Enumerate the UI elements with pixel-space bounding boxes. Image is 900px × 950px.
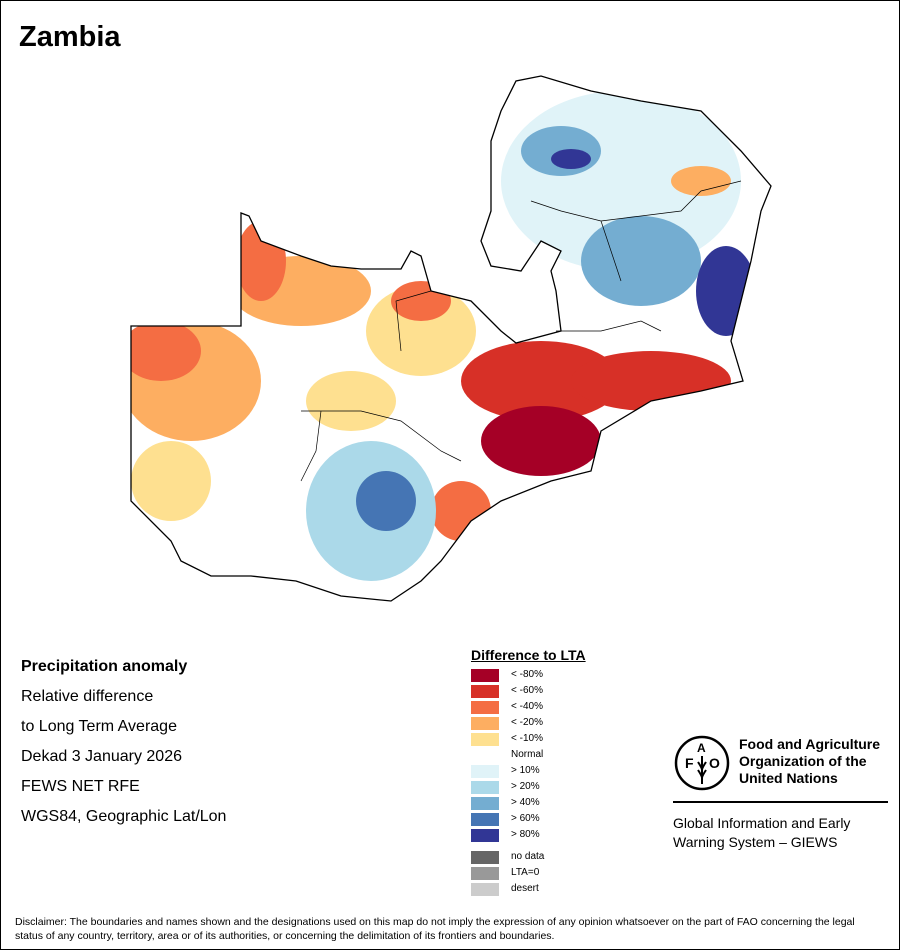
info-line: to Long Term Average — [21, 718, 177, 735]
legend-swatch — [471, 780, 499, 794]
legend-label: > 60% — [511, 813, 540, 824]
legend-item: Normal — [471, 747, 586, 763]
legend-label: LTA=0 — [511, 867, 540, 878]
giews-name: Global Information and Early Warning Sys… — [673, 815, 851, 850]
legend-swatch — [471, 748, 499, 762]
legend-item: < -20% — [471, 715, 586, 731]
legend-label: > 40% — [511, 797, 540, 808]
legend-swatch — [471, 700, 499, 714]
map-info: Precipitation anomaly Relative differenc… — [21, 657, 226, 837]
legend: Difference to LTA < -80% < -60% < -40% < -2… — [471, 647, 586, 897]
divider — [673, 801, 888, 803]
legend-item: < -80% — [471, 667, 586, 683]
legend-label: < -80% — [511, 669, 543, 680]
legend-title: Difference to LTA — [471, 647, 586, 663]
legend-item: > 10% — [471, 763, 586, 779]
legend-swatch — [471, 882, 499, 896]
info-line: WGS84, Geographic Lat/Lon — [21, 808, 227, 825]
anomaly-raster — [131, 76, 771, 601]
legend-item: < -10% — [471, 731, 586, 747]
svg-text:A: A — [697, 741, 706, 755]
legend-item: LTA=0 — [471, 865, 586, 881]
info-line: Dekad 3 January 2026 — [21, 748, 182, 765]
legend-item: > 40% — [471, 795, 586, 811]
legend-swatch — [471, 812, 499, 826]
legend-item: > 80% — [471, 827, 586, 843]
legend-label: < -40% — [511, 701, 543, 712]
legend-swatch — [471, 684, 499, 698]
legend-label: > 80% — [511, 829, 540, 840]
legend-item: no data — [471, 849, 586, 865]
legend-label: > 10% — [511, 765, 540, 776]
legend-swatch — [471, 796, 499, 810]
map-title: Zambia — [19, 21, 121, 53]
legend-item: > 20% — [471, 779, 586, 795]
precipitation-anomaly-map — [130, 75, 772, 602]
legend-swatch — [471, 850, 499, 864]
svg-text:F: F — [685, 755, 694, 771]
legend-swatch — [471, 866, 499, 880]
svg-text:O: O — [709, 755, 720, 771]
legend-label: desert — [511, 883, 539, 894]
info-line: Relative difference — [21, 688, 154, 705]
legend-label: Normal — [511, 749, 544, 760]
legend-item: desert — [471, 881, 586, 897]
legend-swatch — [471, 828, 499, 842]
legend-label: no data — [511, 851, 545, 862]
legend-label: < -20% — [511, 717, 543, 728]
legend-swatch — [471, 716, 499, 730]
legend-item: > 60% — [471, 811, 586, 827]
info-line: FEWS NET RFE — [21, 778, 140, 795]
legend-label: > 20% — [511, 781, 540, 792]
fao-logo-icon: F A O — [674, 735, 730, 791]
legend-swatch — [471, 732, 499, 746]
legend-item: < -60% — [471, 683, 586, 699]
province-boundaries — [300, 180, 742, 482]
disclaimer: Disclaimer: The boundaries and names sho… — [15, 916, 855, 942]
fao-name: Food and Agriculture Organization of the… — [739, 736, 881, 786]
legend-label: < -10% — [511, 733, 543, 744]
fao-logo-block: F A O Food and Agriculture Organization … — [673, 734, 888, 850]
legend-label: < -60% — [511, 685, 543, 696]
legend-item: < -40% — [471, 699, 586, 715]
info-heading: Precipitation anomaly — [21, 658, 188, 675]
legend-swatch — [471, 668, 499, 682]
legend-swatch — [471, 764, 499, 778]
